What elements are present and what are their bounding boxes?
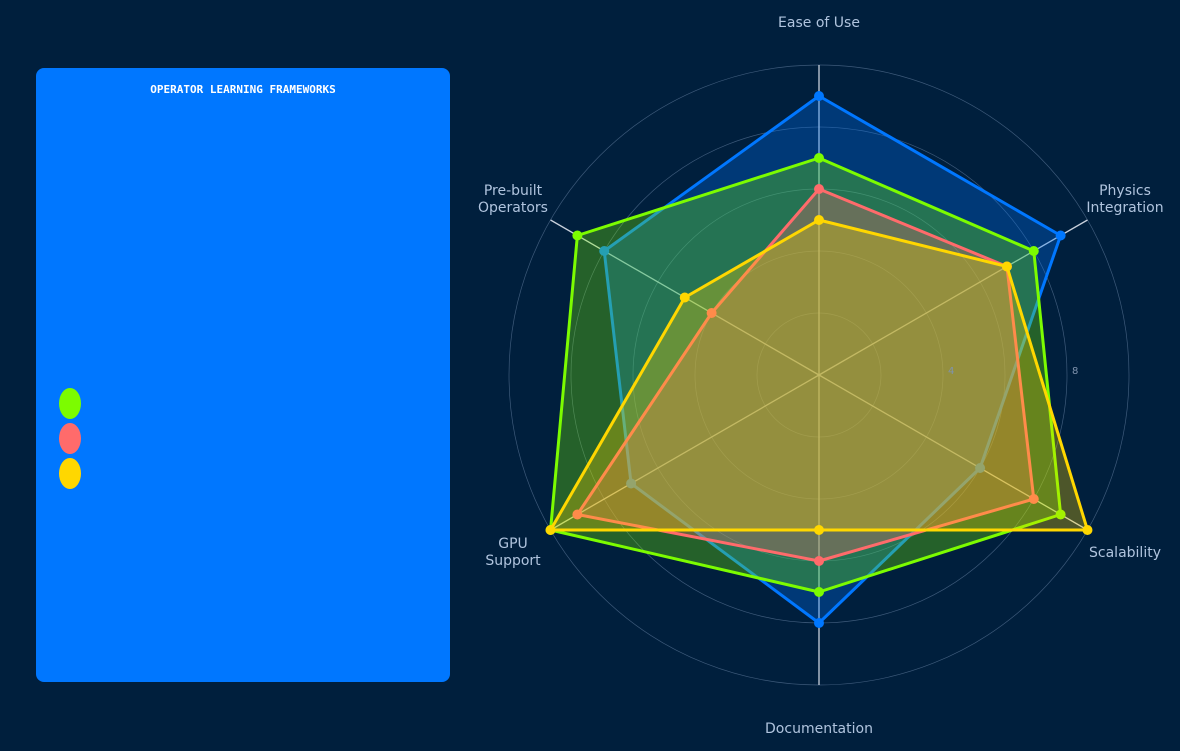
series-1-point [572, 230, 583, 241]
series-2-point [706, 308, 717, 318]
radial-tick-label: 4 [948, 366, 954, 377]
series-2-point [814, 556, 824, 566]
series-2-point [572, 509, 583, 520]
legend-marker-red [59, 423, 81, 454]
legend: OPERATOR LEARNING FRAMEWORKS [36, 68, 450, 682]
legend-title: OPERATOR LEARNING FRAMEWORKS [150, 83, 336, 96]
series-0-point [599, 246, 610, 256]
axis-label: GPU Support [485, 536, 541, 569]
series-0-point [814, 618, 824, 628]
series-0-point [626, 478, 637, 489]
legend-marker-green [59, 388, 81, 419]
series-3-point [545, 525, 556, 535]
series-3-point [679, 292, 690, 303]
axis-spoke [818, 219, 1088, 376]
series-3-point [1082, 525, 1093, 535]
axis-label: Scalability [1089, 545, 1161, 561]
series-1-point [814, 587, 824, 597]
series-0-point [1055, 230, 1066, 241]
axis-label: Documentation [765, 721, 873, 737]
series-2-point [1028, 494, 1039, 504]
series-1-point [814, 153, 824, 163]
axis-spoke [818, 374, 1088, 531]
legend-marker-yellow [59, 458, 81, 489]
radial-tick-label: 8 [1072, 366, 1078, 377]
series-1-point [1055, 509, 1066, 520]
axis-label: Pre-built Operators [478, 183, 548, 216]
axis-label: Physics Integration [1086, 183, 1163, 216]
series-0-point [814, 91, 824, 101]
series-3-point [1001, 261, 1012, 272]
series-3-point [814, 525, 824, 535]
axis-label: Ease of Use [778, 15, 860, 31]
series-1-point [1028, 246, 1039, 256]
series-0-point [975, 463, 986, 473]
axis-spoke [550, 374, 820, 531]
series-2-point [814, 184, 824, 194]
series-3-point [814, 215, 824, 225]
